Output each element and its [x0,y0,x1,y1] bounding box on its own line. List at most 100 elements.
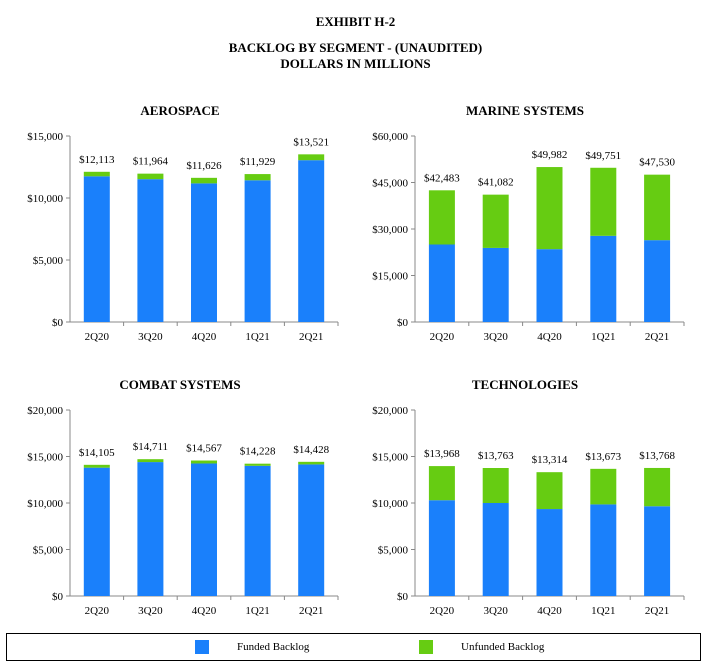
combat-systems-y-tick-label: $0 [52,591,64,603]
combat-systems-total-label: $14,711 [133,441,168,453]
technologies-x-tick-label: 2Q21 [645,605,669,617]
legend: Funded Backlog Unfunded Backlog [6,633,701,661]
aerospace-x-tick-label: 2Q20 [85,331,110,343]
combat-systems-title: COMBAT SYSTEMS [119,377,240,392]
marine-systems-x-tick-label: 2Q21 [645,331,669,343]
aerospace-y-tick-label: $10,000 [27,193,63,205]
technologies-y-tick-label: $5,000 [378,545,409,557]
aerospace-total-label: $11,929 [240,156,276,168]
report-title: BACKLOG BY SEGMENT - (UNAUDITED) [228,40,483,55]
technologies-unfunded-bar [428,466,455,501]
combat-systems-funded-bar [191,463,217,596]
technologies-unfunded-bar [536,472,563,510]
aerospace-unfunded-bar [298,154,325,161]
marine-systems-x-tick-label: 2Q20 [430,331,455,343]
aerospace-x-tick-label: 3Q20 [138,331,163,343]
marine-systems-y-tick-label: $45,000 [372,178,408,190]
combat-systems-unfunded-bar [244,463,271,466]
marine-systems-total-label: $41,082 [478,177,514,189]
aerospace-x-tick-label: 4Q20 [192,331,217,343]
combat-systems-y-tick-label: $20,000 [27,405,63,417]
combat-systems-x-tick-label: 2Q20 [85,605,110,617]
technologies-total-label: $13,314 [532,454,568,466]
aerospace-x-tick-label: 1Q21 [245,331,269,343]
combat-systems-funded-bar [83,467,110,596]
technologies-total-label: $13,968 [424,448,460,460]
exhibit-label: EXHIBIT H-2 [315,14,396,29]
marine-systems-y-tick-label: $30,000 [372,224,408,236]
marine-systems-funded-bar [644,240,671,322]
technologies-unfunded-bar [590,468,617,505]
marine-systems-funded-bar [536,249,563,322]
technologies-unfunded-bar [644,467,671,507]
marine-systems-funded-bar [590,235,617,322]
technologies-unfunded-bar [482,468,509,503]
technologies-total-label: $13,768 [639,450,675,462]
legend-funded-swatch [195,640,209,654]
combat-systems-unfunded-bar [298,461,325,465]
combat-systems-funded-bar [244,465,271,596]
technologies-funded-bar [536,509,563,596]
marine-systems-total-label: $49,982 [532,149,568,161]
technologies-y-tick-label: $20,000 [372,405,408,417]
aerospace-funded-bar [137,179,164,322]
marine-systems-unfunded-bar [644,174,671,241]
technologies-funded-bar [482,503,509,596]
marine-systems-unfunded-bar [536,167,563,250]
technologies-x-tick-label: 4Q20 [537,605,562,617]
aerospace-y-tick-label: $0 [52,317,64,329]
technologies-funded-bar [644,506,671,596]
marine-systems-title: MARINE SYSTEMS [466,103,584,118]
aerospace-x-tick-label: 2Q21 [299,331,323,343]
marine-systems-unfunded-bar [482,194,509,248]
combat-systems-x-tick-label: 2Q21 [299,605,323,617]
aerospace-unfunded-bar [191,177,217,184]
aerospace-title: AEROSPACE [140,103,219,118]
aerospace-funded-bar [191,183,217,322]
technologies-funded-bar [428,500,455,596]
aerospace-total-label: $12,113 [79,154,115,166]
combat-systems-total-label: $14,105 [79,447,115,459]
aerospace-unfunded-bar [137,173,164,180]
legend-unfunded-swatch [419,640,433,654]
marine-systems-x-tick-label: 4Q20 [537,331,562,343]
combat-systems-total-label: $14,428 [293,444,329,456]
combat-systems-y-tick-label: $15,000 [27,452,63,464]
aerospace-funded-bar [83,176,110,322]
combat-systems-unfunded-bar [83,464,110,468]
aerospace-funded-bar [244,180,271,322]
technologies-x-tick-label: 3Q20 [483,605,508,617]
aerospace-unfunded-bar [83,171,110,177]
marine-systems-funded-bar [482,247,509,322]
marine-systems-funded-bar [428,244,455,322]
combat-systems-funded-bar [298,464,325,596]
aerospace-total-label: $11,964 [133,156,169,168]
marine-systems-y-tick-label: $15,000 [372,271,408,283]
marine-systems-y-tick-label: $60,000 [372,131,408,143]
aerospace-y-tick-label: $5,000 [33,255,64,267]
marine-systems-unfunded-bar [590,167,617,236]
combat-systems-unfunded-bar [137,459,164,463]
combat-systems-x-tick-label: 3Q20 [138,605,163,617]
combat-systems-y-tick-label: $10,000 [27,498,63,510]
marine-systems-y-tick-label: $0 [397,317,409,329]
charts-canvas: AEROSPACE $0 $5,000 $10,000 $15,000 $12,113 2Q… [27,103,685,617]
combat-systems-total-label: $14,567 [186,443,222,455]
marine-systems-total-label: $42,483 [424,172,460,184]
aerospace-unfunded-bar [244,174,271,181]
technologies-y-tick-label: $0 [397,591,409,603]
technologies-y-tick-label: $10,000 [372,498,408,510]
aerospace-funded-bar [298,160,325,322]
legend-funded-label: Funded Backlog [237,641,310,653]
combat-systems-x-tick-label: 1Q21 [245,605,269,617]
aerospace-total-label: $11,626 [186,160,222,172]
technologies-total-label: $13,763 [478,450,514,462]
combat-systems-funded-bar [137,462,164,596]
marine-systems-total-label: $47,530 [639,157,675,169]
marine-systems-total-label: $49,751 [585,150,621,162]
aerospace-total-label: $13,521 [293,136,329,148]
aerospace-y-tick-label: $15,000 [27,131,63,143]
combat-systems-y-tick-label: $5,000 [33,545,64,557]
technologies-title: TECHNOLOGIES [472,377,578,392]
combat-systems-total-label: $14,228 [240,446,276,458]
